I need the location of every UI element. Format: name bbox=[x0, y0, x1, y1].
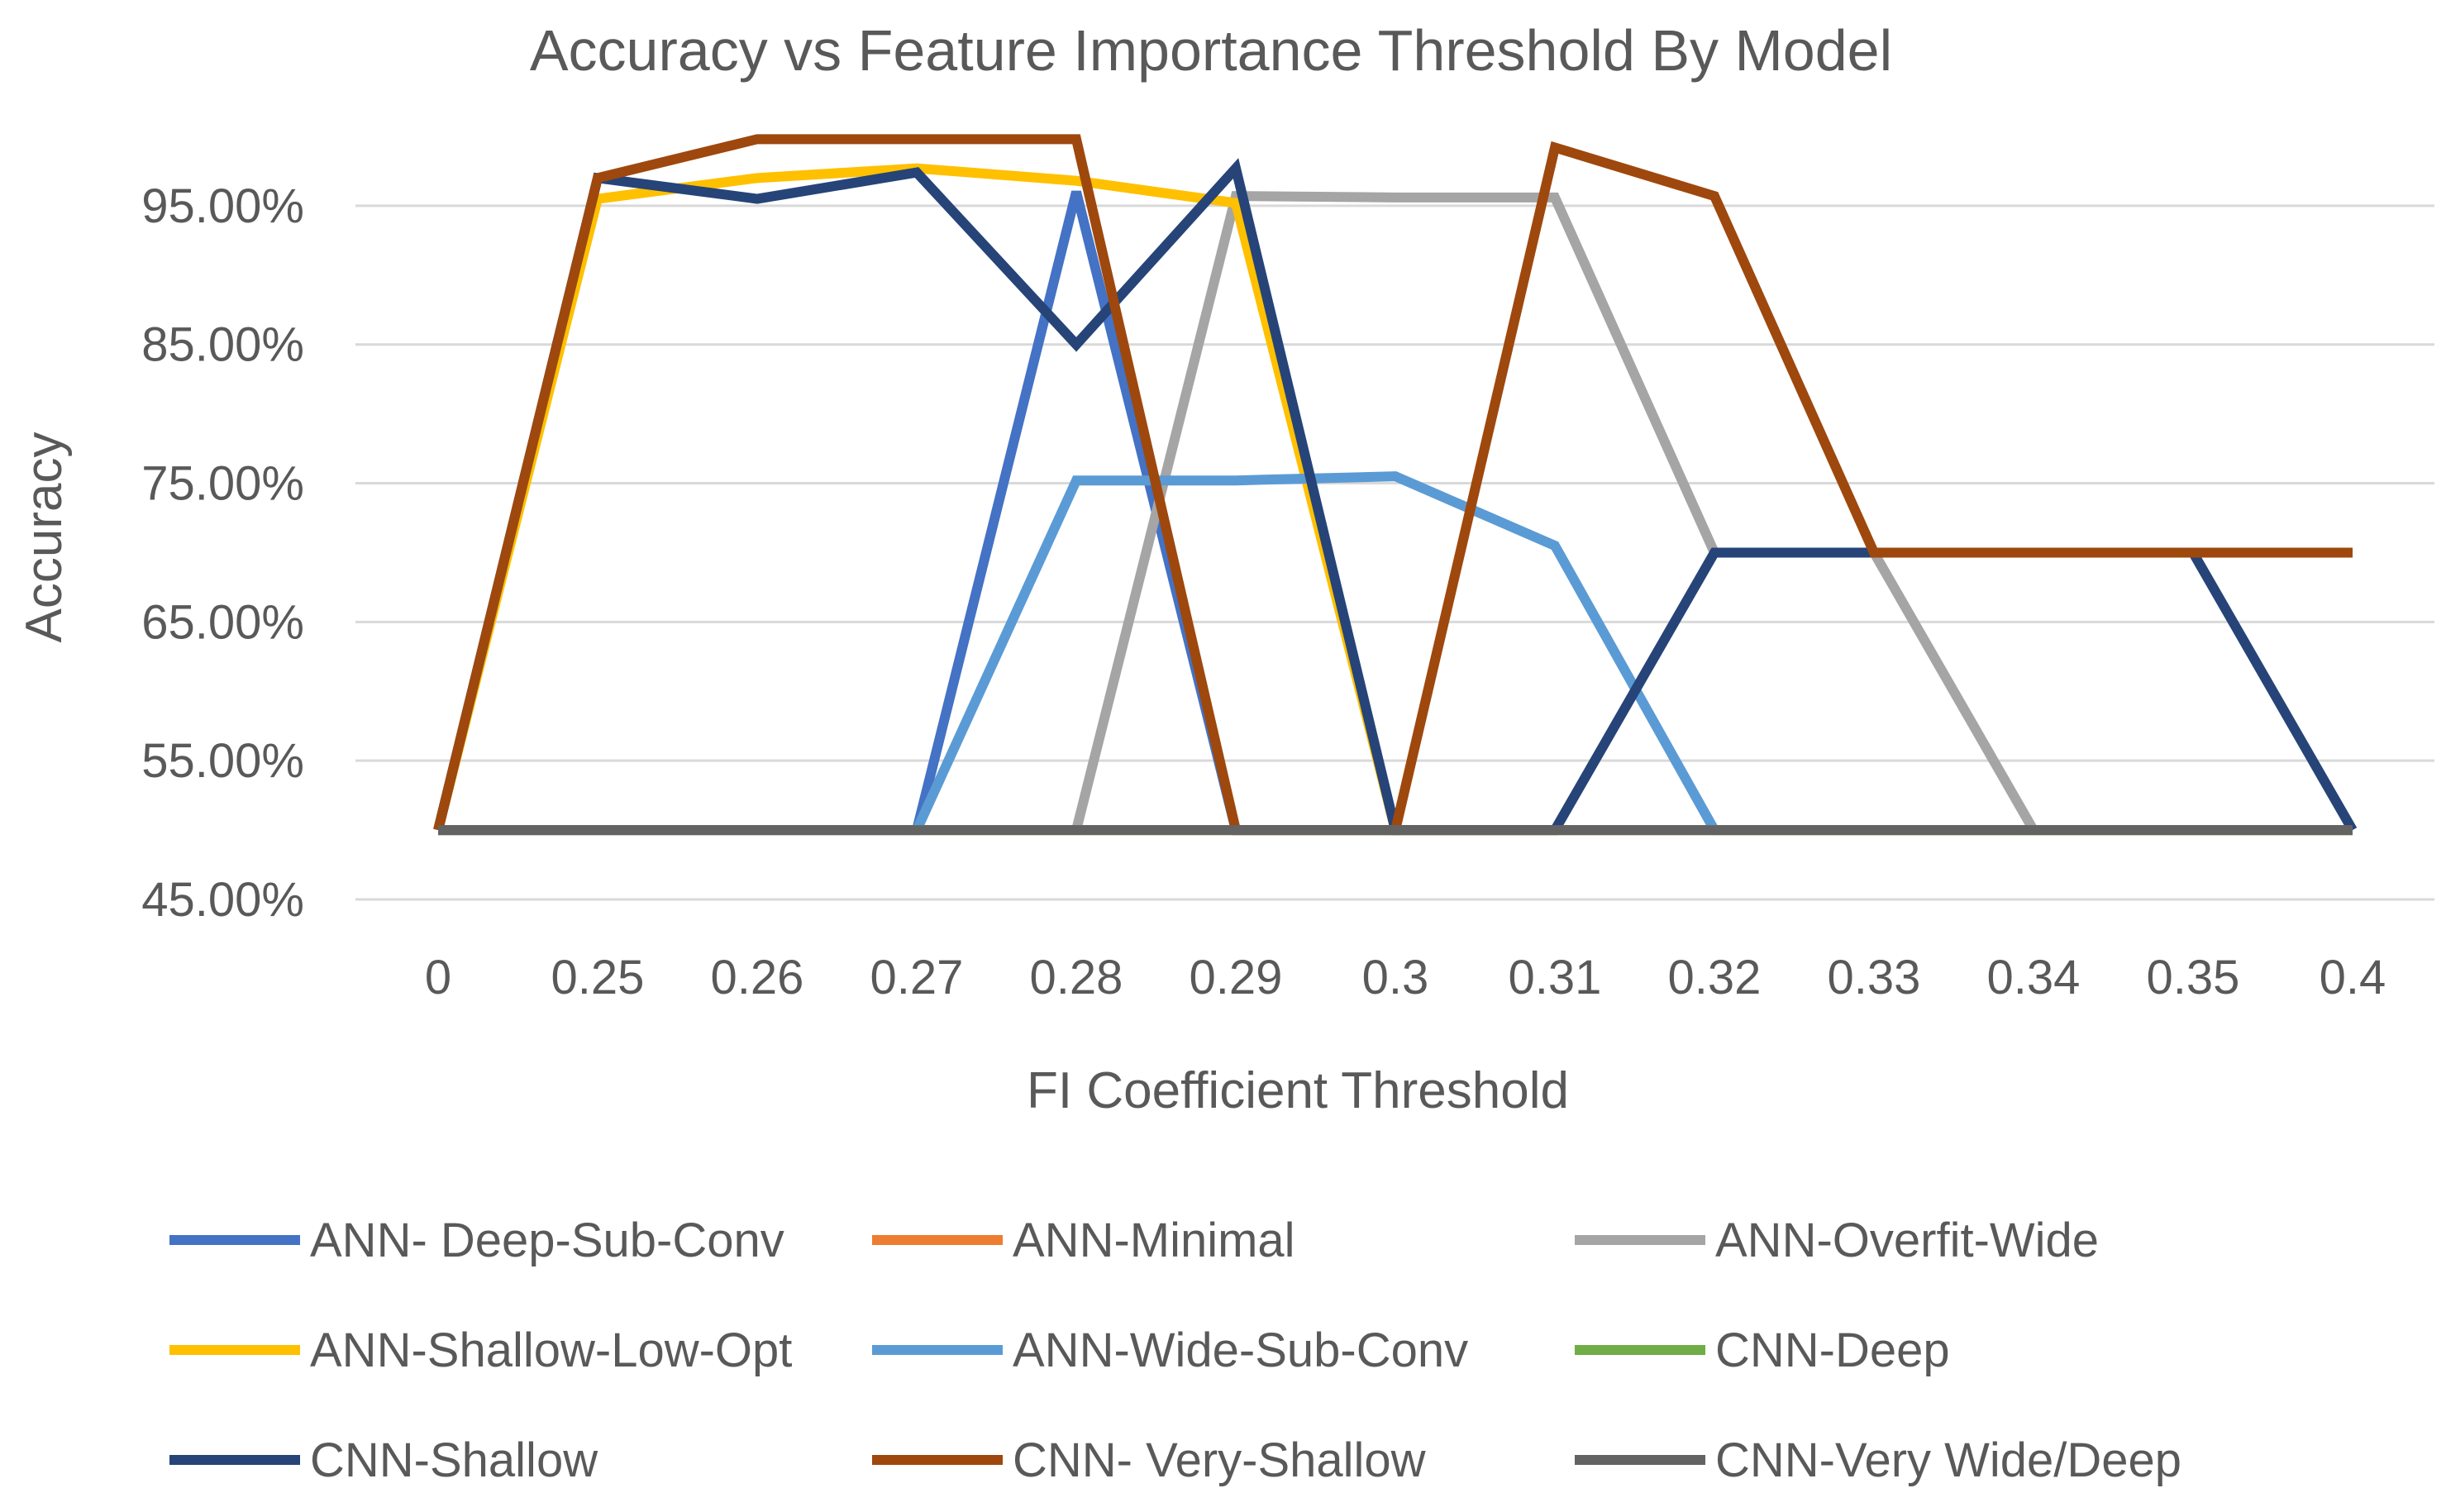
y-tick-label: 45.00% bbox=[141, 873, 304, 927]
y-tick-label: 85.00% bbox=[141, 318, 304, 372]
x-tick-label: 0.28 bbox=[1030, 951, 1123, 1004]
x-tick-label: 0.34 bbox=[1987, 951, 2081, 1004]
series-line-cnn-very-shallow bbox=[433, 134, 2353, 836]
y-tick-label: 55.00% bbox=[141, 734, 304, 788]
legend: ANN- Deep-Sub-Conv ANN-Minimal ANN-Overfit… bbox=[169, 1214, 2181, 1487]
series-line-ann-deep-sub-conv bbox=[438, 190, 2353, 836]
series-line-ann-shallow-low-opt bbox=[433, 163, 2353, 836]
series-lines bbox=[433, 134, 2358, 836]
series-line-ann-overfit-wide bbox=[438, 191, 2353, 836]
x-tick-label: 0.35 bbox=[2147, 951, 2240, 1004]
legend-label-ann-overfit-wide: ANN-Overfit-Wide bbox=[1715, 1214, 2099, 1267]
x-tick-label: 0.25 bbox=[551, 951, 645, 1004]
legend-label-ann-wide-sub-conv: ANN-Wide-Sub-Conv bbox=[1013, 1324, 1468, 1377]
x-tick-label: 0.31 bbox=[1509, 951, 1602, 1004]
legend-label-cnn-shallow: CNN-Shallow bbox=[310, 1433, 598, 1487]
x-tick-label: 0.29 bbox=[1190, 951, 1283, 1004]
x-tick-label: 0.4 bbox=[2320, 951, 2386, 1004]
x-tick-label: 0.32 bbox=[1668, 951, 1762, 1004]
x-tick-label: 0 bbox=[425, 951, 451, 1004]
x-axis-tick-labels: 0 0.25 0.26 0.27 0.28 0.29 0.3 0.31 0.32 0.33 0.34… bbox=[425, 951, 2386, 1004]
x-tick-label: 0.27 bbox=[870, 951, 964, 1004]
y-axis-title: Accuracy bbox=[16, 432, 73, 643]
x-axis-title: FI Coefficient Threshold bbox=[1027, 1062, 1569, 1119]
x-tick-label: 0.33 bbox=[1828, 951, 1921, 1004]
y-tick-label: 95.00% bbox=[141, 179, 304, 233]
legend-label-ann-shallow-low-opt: ANN-Shallow-Low-Opt bbox=[310, 1324, 792, 1377]
series-line-ann-wide-sub-conv bbox=[438, 471, 2353, 836]
legend-label-cnn-very-shallow: CNN- Very-Shallow bbox=[1013, 1433, 1427, 1487]
gridlines bbox=[355, 204, 2434, 901]
legend-label-ann-minimal: ANN-Minimal bbox=[1013, 1214, 1295, 1267]
legend-label-cnn-deep: CNN-Deep bbox=[1715, 1324, 1950, 1377]
legend-label-cnn-very-wide-deep: CNN-Very Wide/Deep bbox=[1715, 1433, 2181, 1487]
y-axis-tick-labels: 45.00% 55.00% 65.00% 75.00% 85.00% 95.00% bbox=[141, 179, 304, 927]
x-tick-label: 0.26 bbox=[711, 951, 804, 1004]
legend-label-ann-deep-sub-conv: ANN- Deep-Sub-Conv bbox=[310, 1214, 784, 1267]
series-line-cnn-shallow bbox=[433, 158, 2358, 836]
y-tick-label: 65.00% bbox=[141, 595, 304, 649]
y-tick-label: 75.00% bbox=[141, 457, 304, 511]
chart-title: Accuracy vs Feature Importance Threshold… bbox=[530, 18, 1892, 83]
x-tick-label: 0.3 bbox=[1362, 951, 1429, 1004]
